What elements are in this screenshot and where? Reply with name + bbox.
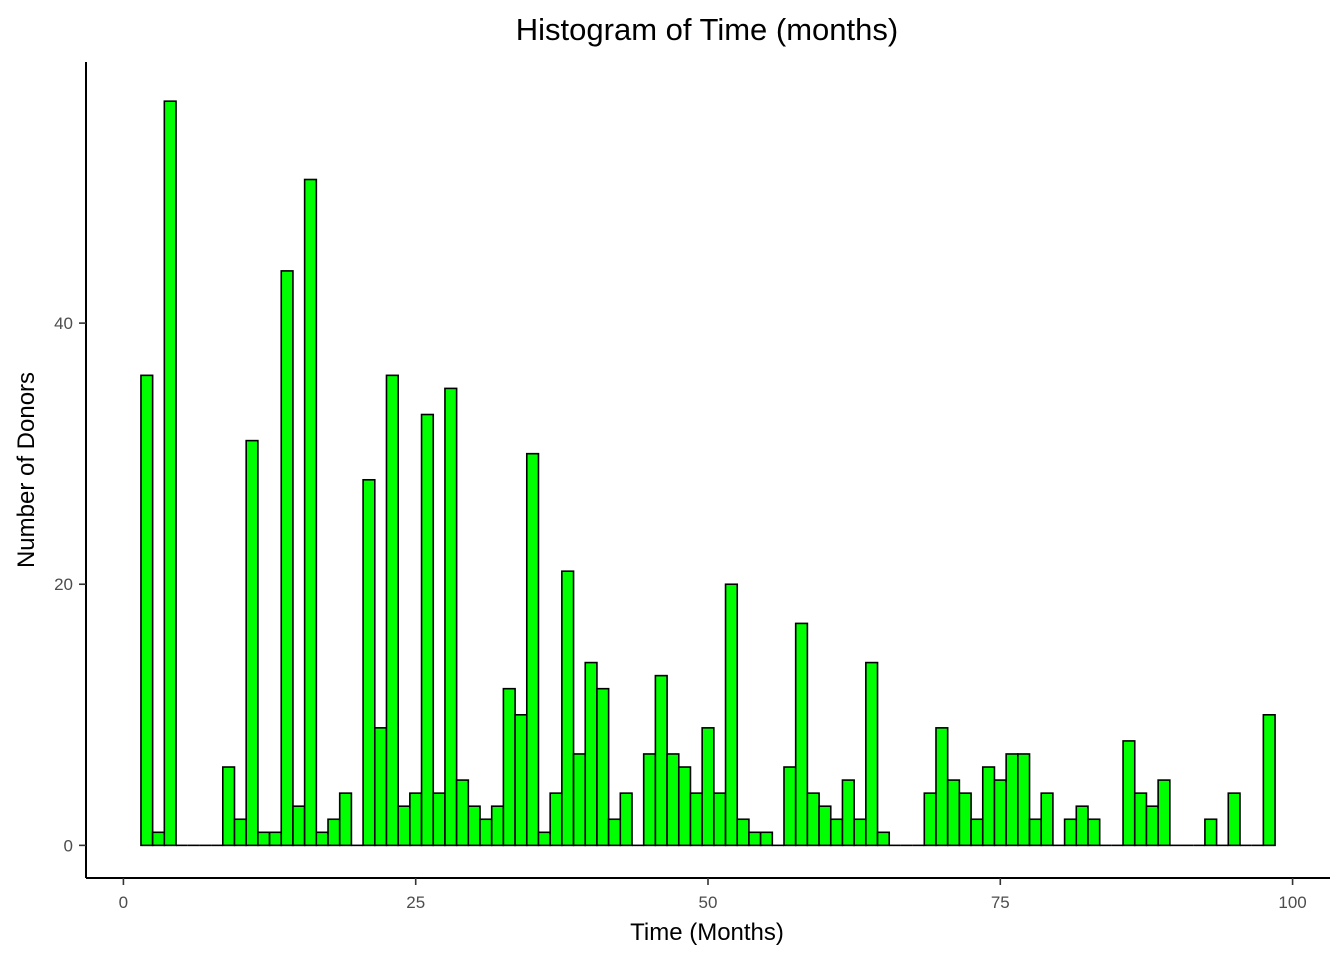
y-axis-title: Number of Donors (13, 372, 40, 568)
histogram-bar (689, 792, 703, 847)
histogram-bar (245, 439, 259, 847)
histogram-bar (432, 792, 446, 847)
histogram-bar (561, 570, 575, 847)
histogram-bar (1262, 713, 1276, 847)
histogram-bar (1122, 740, 1136, 847)
histogram-bar (362, 478, 376, 847)
histogram-bar (163, 100, 177, 847)
histogram-bar (268, 831, 283, 847)
histogram-bar (151, 831, 166, 847)
histogram-bar (327, 818, 341, 847)
histogram-bar (970, 818, 984, 847)
histogram-bar (1145, 805, 1159, 847)
histogram-bar (479, 818, 493, 847)
histogram-bar (373, 727, 388, 847)
histogram-bar (572, 753, 587, 847)
histogram-bar (596, 687, 610, 847)
histogram-bar (1063, 818, 1078, 847)
x-tick-label: 25 (406, 893, 425, 912)
y-ticks: 0 20 40 (54, 314, 86, 855)
histogram-bar (537, 831, 551, 847)
histogram-bar (981, 766, 996, 847)
histogram-bar (280, 270, 294, 847)
histogram-bar (759, 831, 774, 847)
histogram-bar (865, 661, 879, 847)
histogram-bar (935, 727, 949, 847)
histogram-bar (525, 452, 540, 847)
histogram-bar (1087, 818, 1101, 847)
histogram-bar (257, 831, 271, 847)
histogram-bar (736, 818, 750, 847)
x-tick-label: 50 (699, 893, 718, 912)
histogram-bar (502, 687, 516, 847)
histogram-bar (385, 374, 399, 847)
histogram-bar (549, 792, 563, 847)
x-ticks: 0 25 50 75 100 (119, 878, 1307, 912)
histogram-bar (619, 792, 633, 847)
x-tick-label: 0 (119, 893, 128, 912)
histogram-bar (490, 805, 505, 847)
histogram-bar (315, 831, 329, 847)
histogram-bar (455, 779, 470, 847)
y-tick-label: 0 (64, 836, 73, 855)
histogram-bar (1005, 753, 1019, 847)
histogram-bar (958, 792, 972, 847)
chart-title: Histogram of Time (months) (516, 12, 898, 47)
histogram-bar (713, 792, 727, 847)
histogram-bar (783, 766, 797, 847)
y-tick-label: 40 (54, 314, 73, 333)
histogram-bar (409, 792, 423, 847)
histogram-bar (303, 178, 318, 847)
histogram-bar (1040, 792, 1054, 847)
histogram-bar (946, 779, 961, 847)
histogram-bar (221, 766, 236, 847)
histogram-bar (806, 792, 820, 847)
histogram-bar (666, 753, 680, 847)
histogram-bar (233, 818, 247, 847)
histogram-bar (923, 792, 937, 847)
histogram-bar (841, 779, 855, 847)
x-axis-title: Time (Months) (630, 919, 784, 946)
histogram-bar (1075, 805, 1089, 847)
histogram-bar (292, 805, 306, 847)
histogram-bar (794, 622, 809, 847)
y-tick-label: 20 (54, 575, 73, 594)
histogram-bar (829, 818, 844, 847)
histogram-bar (140, 374, 154, 847)
x-tick-label: 100 (1278, 893, 1306, 912)
histogram-bar (701, 727, 715, 847)
histogram-bar (1133, 792, 1148, 847)
histogram-bar (607, 818, 622, 847)
histogram-bar (853, 818, 867, 847)
histogram-bar (1204, 818, 1218, 847)
histogram-bar (338, 792, 353, 847)
histogram-bar (584, 661, 598, 847)
histogram-bar (420, 413, 435, 847)
histogram-bar (724, 583, 739, 847)
histogram-bar (1028, 818, 1043, 847)
histogram-bar (467, 805, 481, 847)
histogram-bar (818, 805, 832, 847)
histogram-bar (748, 831, 762, 847)
histogram-bar (642, 753, 657, 847)
histogram-bar (1157, 779, 1171, 847)
bars-layer (140, 100, 1276, 847)
histogram-bar (514, 713, 528, 847)
histogram-bar (444, 387, 458, 847)
histogram-bar (1017, 753, 1031, 847)
histogram-bar (397, 805, 411, 847)
histogram-bar (876, 831, 891, 847)
histogram-bar (1227, 792, 1241, 847)
histogram-bar (654, 674, 668, 847)
histogram-bar (993, 779, 1007, 847)
histogram-bar (677, 766, 692, 847)
x-tick-label: 75 (991, 893, 1010, 912)
